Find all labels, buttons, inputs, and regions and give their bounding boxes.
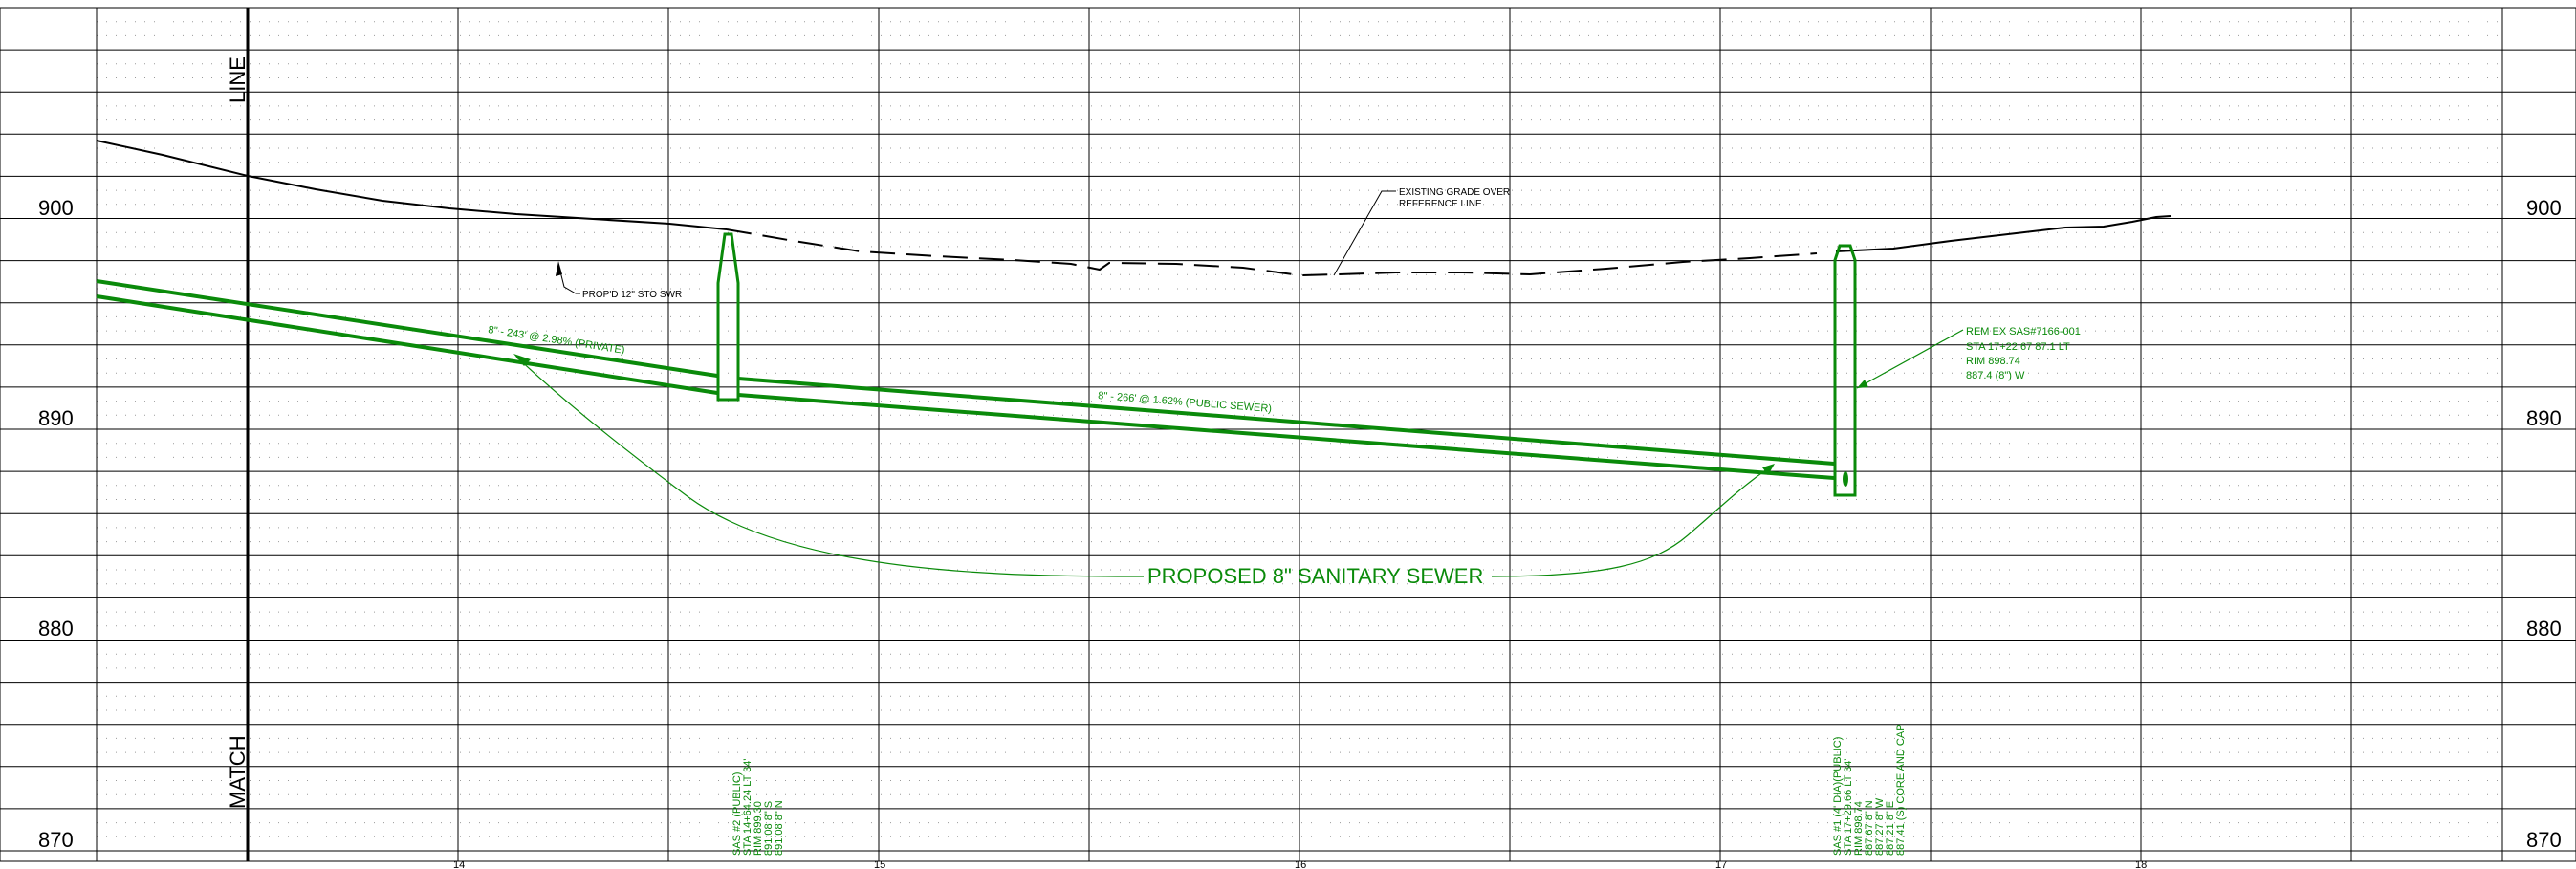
pipe-public-bottom [737, 393, 1835, 480]
existing-grade-line-right [1835, 215, 2172, 252]
rem-ex-note-line4: 887.4 (8") W [1966, 370, 2025, 381]
right-margin-ticks [2502, 7, 2576, 852]
sewer-pipes [96, 279, 1835, 480]
elevation-label-870-right: 870 [2526, 828, 2562, 852]
existing-grade-note-line2: REFERENCE LINE [1399, 199, 1482, 209]
sas-1-note-line5: 887.27 8" W [1874, 797, 1886, 856]
elevation-label-900-right: 900 [2526, 196, 2562, 220]
match-line-label-bottom: MATCH [226, 735, 250, 809]
sas-2-note-line2: STA 14+64.24 LT 34' [742, 759, 753, 856]
storm-sewer-arrowhead [556, 261, 562, 276]
manhole-sas-1 [1833, 244, 1857, 497]
elevation-label-880-left: 880 [38, 617, 74, 641]
elevation-label-880-right: 880 [2526, 617, 2562, 641]
match-line-label-top: LINE [226, 56, 250, 103]
sas-2-note-line3: RIM 899.30 [753, 801, 764, 856]
station-label-16: 16 [1295, 859, 1306, 869]
rem-ex-leader [1856, 329, 1964, 389]
proposed-sewer-label: PROPOSED 8" SANITARY SEWER [1147, 564, 1483, 588]
station-label-18: 18 [2135, 859, 2147, 869]
rem-ex-note-line1: REM EX SAS#7166-001 [1966, 326, 2081, 337]
manhole-sas-1-outlet [1843, 471, 1848, 487]
station-label-15: 15 [874, 859, 885, 869]
existing-grade-line-dashed [726, 228, 1818, 277]
proposed-sewer-arrowhead-left [513, 354, 531, 366]
pipe-private-bottom [96, 294, 718, 395]
pipe-public-top [737, 377, 1835, 466]
proposed-sewer-arrowhead-right [1762, 464, 1775, 475]
rem-ex-note-line2: STA 17+22.67 87.1 LT [1966, 341, 2070, 353]
pipe-public-label: 8" - 266' @ 1.62% (PUBLIC SEWER) [1098, 390, 1273, 415]
sas-2-note-line1: SAS #2 (PUBLIC) [731, 772, 743, 856]
sas-2-note-line4: 891.08 8" S [763, 801, 775, 856]
sas-1-note-line3: RIM 898.74 [1853, 801, 1865, 856]
existing-grade-line-left [96, 140, 728, 230]
sas-1-note-line2: STA 17+29.66 LT 34' [1843, 759, 1854, 856]
sas-1-note-line6: 887.21 8" E [1885, 801, 1896, 856]
elevation-label-890-right: 890 [2526, 406, 2562, 430]
existing-grade-leader [1333, 190, 1396, 276]
rem-ex-arrowhead [1857, 380, 1868, 388]
proposed-sewer-leader-left [515, 356, 1145, 577]
pipe-private-top [96, 279, 718, 378]
station-label-17: 17 [1715, 859, 1727, 869]
sas-1-note-line1: SAS #1 (4' DIA)(PUBLIC) [1832, 737, 1844, 856]
station-label-14: 14 [453, 859, 465, 869]
left-margin-ticks [0, 7, 97, 852]
left-margin-column [0, 7, 98, 862]
elevation-label-890-left: 890 [38, 406, 74, 430]
sas-2-note-line5: 891.08 8" N [774, 800, 785, 856]
sas-1-note-line7: 887.41 (S) CORE AND CAP [1895, 724, 1907, 856]
major-grid [97, 7, 2502, 862]
right-margin-column [2501, 7, 2576, 862]
sas-2-note: SAS #2 (PUBLIC) STA 14+64.24 LT 34' RIM … [731, 759, 785, 856]
elevation-label-870-left: 870 [38, 828, 74, 852]
sas-1-note: SAS #1 (4' DIA)(PUBLIC) STA 17+29.66 LT … [1832, 724, 1907, 856]
storm-sewer-note: PROP'D 12" STO SWR [582, 290, 682, 300]
storm-sewer-leader [557, 263, 580, 294]
proposed-sewer-leader-right [1491, 466, 1772, 577]
sas-1-note-line4: 887.67 8" N [1864, 800, 1875, 856]
existing-grade-note-line1: EXISTING GRADE OVER [1399, 187, 1510, 198]
manhole-sas-2 [716, 232, 740, 402]
elevation-label-900-left: 900 [38, 196, 74, 220]
rem-ex-note-line3: RIM 898.74 [1966, 356, 2020, 367]
